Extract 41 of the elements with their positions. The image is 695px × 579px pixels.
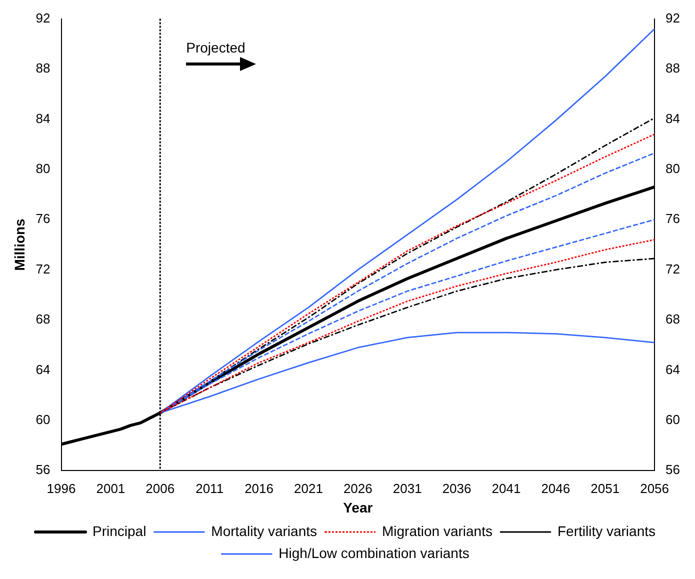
x-tick-label: 2026 xyxy=(343,480,372,496)
x-tick-label: 2051 xyxy=(590,480,620,496)
y2-tick-label: 80 xyxy=(666,160,680,176)
legend-label: Migration variants xyxy=(382,522,492,539)
x-tick-label: 1996 xyxy=(46,480,76,496)
legend-label: Principal xyxy=(92,522,146,539)
legend-label: High/Low combination variants xyxy=(278,544,470,561)
y-axis-title: Millions xyxy=(11,218,28,271)
y2-tick-label: 84 xyxy=(666,110,680,126)
y2-tick-label: 56 xyxy=(666,462,680,478)
x-tick-label: 2006 xyxy=(146,480,175,496)
y-tick-label: 64 xyxy=(36,362,50,377)
y2-tick-label: 88 xyxy=(666,60,680,76)
y-tick-label: 92 xyxy=(36,10,50,26)
x-tick-label: 2016 xyxy=(244,480,274,496)
y-tick-label: 56 xyxy=(36,462,50,478)
y-tick-label: 84 xyxy=(36,110,50,126)
y2-tick-label: 60 xyxy=(666,412,680,427)
y-tick-label: 72 xyxy=(36,261,50,276)
x-tick-label: 2041 xyxy=(492,480,521,496)
x-tick-label: 2011 xyxy=(196,480,224,496)
y-tick-label: 88 xyxy=(36,60,50,76)
x-tick-label: 2031 xyxy=(392,480,422,496)
x-tick-label: 2046 xyxy=(541,480,570,496)
y2-tick-label: 64 xyxy=(666,362,680,377)
ref-line-label: Projected xyxy=(186,40,246,56)
x-tick-label: 2036 xyxy=(442,480,472,496)
y-tick-label: 68 xyxy=(36,312,50,327)
y-tick-label: 76 xyxy=(36,211,50,226)
y-tick-label: 60 xyxy=(36,412,50,427)
x-tick-label: 2056 xyxy=(640,480,669,496)
legend-label: Mortality variants xyxy=(211,522,317,539)
x-tick-label: 2001 xyxy=(96,480,126,496)
y2-tick-label: 76 xyxy=(666,211,680,226)
y2-tick-label: 72 xyxy=(666,261,680,276)
x-tick-label: 2021 xyxy=(294,480,323,496)
y-tick-label: 80 xyxy=(36,160,50,176)
y2-tick-label: 68 xyxy=(666,312,680,327)
y2-tick-label: 92 xyxy=(666,10,680,26)
legend-label: Fertility variants xyxy=(557,522,656,539)
x-axis-title: Year xyxy=(343,499,374,516)
